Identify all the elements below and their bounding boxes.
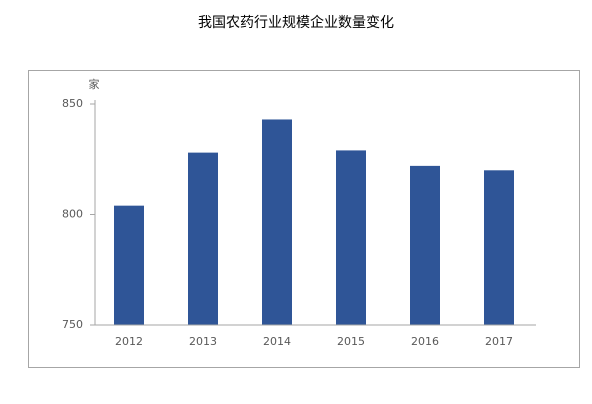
chart-frame — [28, 70, 580, 368]
y-tick-label: 850 — [62, 97, 83, 110]
x-tick-label: 2014 — [263, 335, 291, 348]
bar — [484, 170, 514, 325]
bar — [114, 205, 144, 325]
bar — [188, 152, 218, 325]
bar — [410, 165, 440, 325]
chart-title: 我国农药行业规模企业数量变化 — [198, 14, 394, 31]
x-tick-label: 2017 — [485, 335, 513, 348]
y-tick-label: 750 — [62, 318, 83, 331]
bar — [336, 150, 366, 325]
x-tick-label: 2016 — [411, 335, 439, 348]
x-tick-label: 2015 — [337, 335, 365, 348]
unit-label: 家 — [89, 77, 100, 91]
x-tick-label: 2012 — [115, 335, 143, 348]
bar — [262, 119, 292, 325]
y-tick-label: 800 — [62, 208, 83, 221]
x-tick-label: 2013 — [189, 335, 217, 348]
